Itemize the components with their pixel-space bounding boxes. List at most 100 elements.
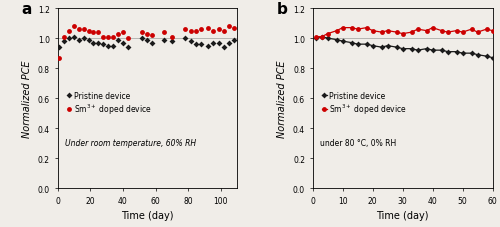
Y-axis label: Normalized PCE: Normalized PCE [278,60,287,137]
Line: Pristine device: Pristine device [57,35,236,50]
Sm$^{3+}$ doped device [76,29,82,31]
Pristine device [198,44,204,46]
Sm$^{3+}$ doped device [394,32,400,34]
Sm$^{3+}$ doped device [86,30,91,33]
Pristine device [76,39,82,42]
Sm$^{3+}$ doped device [221,30,227,33]
Pristine device [216,42,222,45]
Sm$^{3+}$ doped device [378,32,384,34]
Pristine device [144,39,150,42]
Pristine device [394,47,400,49]
Sm$^{3+}$ doped device [182,29,188,31]
Pristine device [56,47,62,49]
Sm$^{3+}$ doped device [120,32,126,34]
Sm$^{3+}$ doped device [226,26,232,28]
Line: Sm$^{3+}$ doped device: Sm$^{3+}$ doped device [56,25,236,61]
Pristine device [384,45,390,48]
Sm$^{3+}$ doped device [348,27,354,30]
X-axis label: Time (day): Time (day) [376,210,429,220]
Pristine device [340,41,345,43]
Sm$^{3+}$ doped device [150,35,156,37]
Text: under 80 °C, 0% RH: under 80 °C, 0% RH [320,138,396,147]
Pristine device [61,41,67,43]
Legend: Pristine device, Sm$^{3+}$ doped device: Pristine device, Sm$^{3+}$ doped device [322,91,406,116]
Y-axis label: Normalized PCE: Normalized PCE [22,60,32,137]
Pristine device [66,38,72,40]
Pristine device [140,38,145,40]
Pristine device [90,42,96,45]
Sm$^{3+}$ doped device [71,26,77,28]
Pristine device [460,53,466,55]
Sm$^{3+}$ doped device [66,30,72,33]
Sm$^{3+}$ doped device [198,29,204,31]
Pristine device [221,47,227,49]
Sm$^{3+}$ doped device [370,30,376,33]
Sm$^{3+}$ doped device [110,36,116,39]
Pristine device [474,54,480,57]
Pristine device [400,48,406,51]
Pristine device [430,49,436,52]
Sm$^{3+}$ doped device [400,33,406,36]
Sm$^{3+}$ doped device [484,29,490,31]
Sm$^{3+}$ doped device [169,36,175,39]
Pristine device [194,44,200,46]
Sm$^{3+}$ doped device [61,36,67,39]
Sm$^{3+}$ doped device [216,29,222,31]
Line: Pristine device: Pristine device [314,35,494,60]
Pristine device [120,42,126,45]
Pristine device [354,44,360,46]
Pristine device [348,42,354,45]
Pristine device [318,36,324,39]
Sm$^{3+}$ doped device [210,30,216,33]
Sm$^{3+}$ doped device [430,27,436,30]
Sm$^{3+}$ doped device [312,36,318,39]
Sm$^{3+}$ doped device [490,30,496,33]
Sm$^{3+}$ doped device [340,27,345,30]
Sm$^{3+}$ doped device [205,27,211,30]
Pristine device [468,53,474,55]
Pristine device [444,51,450,54]
Sm$^{3+}$ doped device [160,32,166,34]
Pristine device [334,39,340,42]
Sm$^{3+}$ doped device [438,30,444,33]
Pristine device [115,39,121,42]
Pristine device [210,42,216,45]
Pristine device [169,41,175,43]
Pristine device [86,39,91,42]
Pristine device [438,49,444,52]
Line: Sm$^{3+}$ doped device: Sm$^{3+}$ doped device [314,26,495,40]
Pristine device [96,42,102,45]
Sm$^{3+}$ doped device [324,33,330,36]
Sm$^{3+}$ doped device [454,30,460,33]
Sm$^{3+}$ doped device [384,30,390,33]
Legend: Pristine device, Sm$^{3+}$ doped device: Pristine device, Sm$^{3+}$ doped device [66,91,152,116]
Sm$^{3+}$ doped device [424,30,430,33]
Sm$^{3+}$ doped device [100,36,106,39]
Pristine device [424,48,430,51]
Pristine device [312,38,318,40]
Pristine device [378,47,384,49]
Pristine device [105,45,111,48]
Text: b: b [277,2,287,17]
Sm$^{3+}$ doped device [115,33,121,36]
Pristine device [150,42,156,45]
Sm$^{3+}$ doped device [364,27,370,30]
Pristine device [484,56,490,58]
Sm$^{3+}$ doped device [194,30,200,33]
Sm$^{3+}$ doped device [140,32,145,34]
Sm$^{3+}$ doped device [354,29,360,31]
Sm$^{3+}$ doped device [414,29,420,31]
Sm$^{3+}$ doped device [188,30,194,33]
Pristine device [414,49,420,52]
Pristine device [182,38,188,40]
Pristine device [408,48,414,51]
Pristine device [364,44,370,46]
Pristine device [160,39,166,42]
Pristine device [205,45,211,48]
X-axis label: Time (day): Time (day) [121,210,174,220]
Pristine device [100,44,106,46]
Sm$^{3+}$ doped device [334,30,340,33]
Sm$^{3+}$ doped device [96,32,102,34]
Sm$^{3+}$ doped device [125,38,131,40]
Pristine device [226,42,232,45]
